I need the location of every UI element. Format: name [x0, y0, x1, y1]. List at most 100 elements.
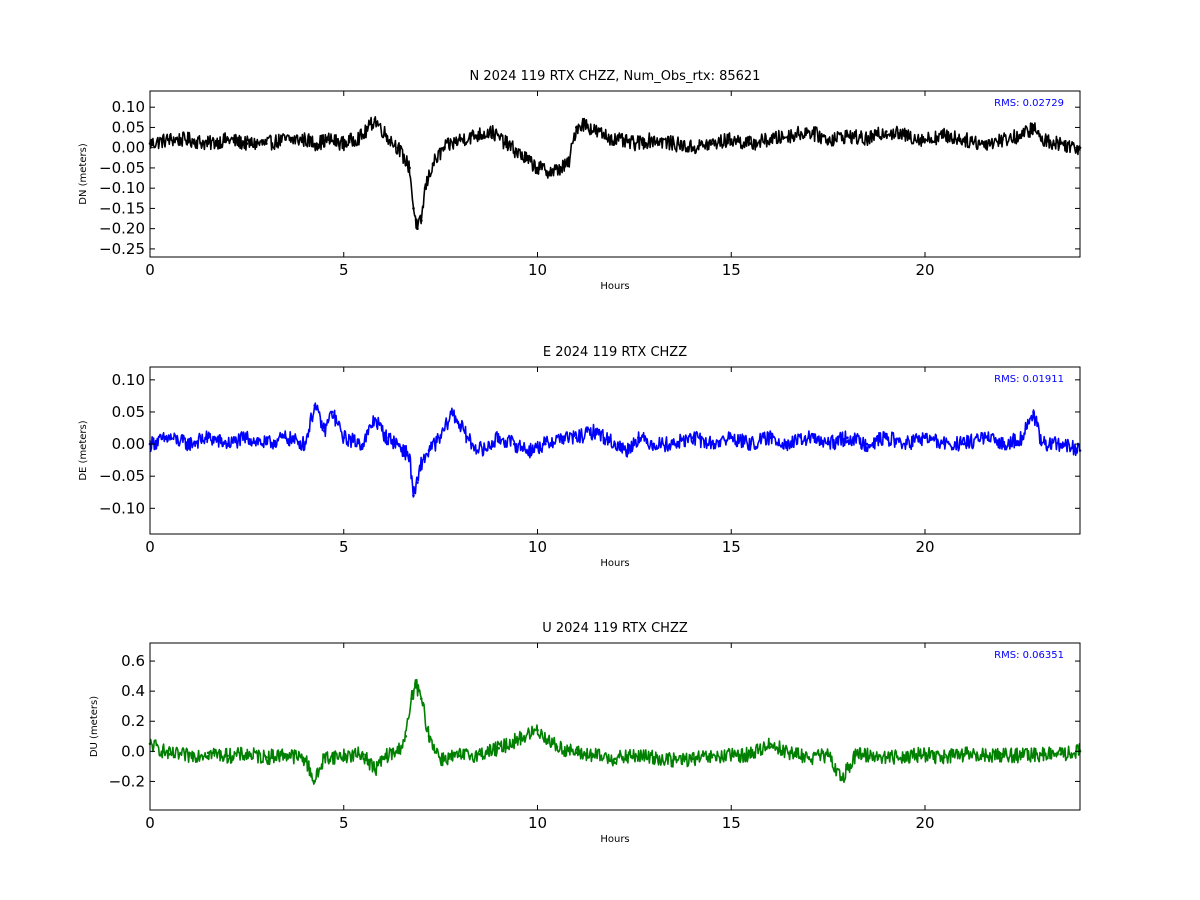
data-point [408, 455, 411, 459]
data-point [904, 442, 907, 446]
data-point [536, 166, 539, 170]
x-tick-label: 20 [915, 538, 934, 556]
data-point [373, 417, 377, 420]
data-point [885, 436, 888, 440]
data-point [427, 735, 431, 738]
data-point [416, 227, 419, 230]
data-point [284, 753, 287, 756]
data-point [313, 780, 317, 783]
data-point [423, 186, 427, 190]
data-point [187, 442, 191, 446]
y-tick-label: −0.20 [99, 220, 145, 238]
data-point [788, 751, 791, 755]
x-tick-label: 15 [722, 261, 741, 279]
data-point [315, 142, 318, 145]
y-tick-label: 0.00 [112, 139, 145, 157]
x-tick-label: 0 [145, 814, 155, 832]
x-tick-label: 20 [915, 814, 934, 832]
data-point [412, 494, 415, 497]
data-point [885, 756, 888, 759]
data-point [652, 756, 656, 759]
data-point [206, 751, 210, 755]
data-point [768, 742, 772, 746]
data-point [555, 745, 559, 749]
data-point [385, 436, 388, 440]
x-tick-label: 5 [339, 814, 349, 832]
y-tick-label: −0.05 [99, 467, 145, 485]
data-point [458, 423, 462, 427]
data-point [404, 735, 408, 738]
data-point [284, 138, 287, 141]
data-point [613, 138, 617, 141]
data-point [981, 436, 985, 440]
data-point [559, 436, 563, 440]
data-point [730, 138, 733, 141]
data-point [633, 754, 636, 758]
data-point [981, 142, 985, 145]
data-point [710, 442, 714, 446]
data-point [691, 757, 694, 761]
data-point [1040, 138, 1043, 141]
data-point [385, 754, 388, 758]
data-point [807, 436, 811, 440]
data-point [652, 442, 656, 446]
data-point [1032, 410, 1035, 414]
data-point [431, 162, 435, 166]
x-tick-label: 0 [145, 261, 155, 279]
y-tick-label: −0.10 [99, 179, 145, 197]
data-point [730, 754, 733, 758]
data-point [594, 130, 597, 133]
data-point [865, 753, 869, 756]
data-point [826, 754, 830, 758]
y-tick-label: 0.10 [112, 371, 145, 389]
data-point [458, 138, 462, 141]
data-point [730, 436, 733, 440]
data-point [342, 142, 346, 145]
data-point [303, 138, 307, 141]
data-point [385, 134, 388, 137]
data-point [962, 138, 966, 141]
data-point [1040, 753, 1043, 756]
data-point [943, 442, 946, 446]
x-tick-label: 5 [339, 261, 349, 279]
data-point [396, 750, 400, 753]
data-point [1059, 442, 1062, 446]
data-point [168, 138, 171, 141]
data-point [482, 449, 485, 452]
data-point [575, 751, 578, 755]
data-point [567, 162, 570, 166]
x-axis-label: Hours [600, 834, 629, 845]
plot-frame [149, 366, 1081, 535]
y-tick-label: 0.2 [121, 712, 145, 730]
x-tick-label: 20 [915, 261, 934, 279]
data-point [575, 126, 578, 129]
data-point [373, 118, 377, 121]
rms-annotation: RMS: 0.01911 [994, 374, 1064, 385]
data-point [361, 753, 365, 756]
data-point [245, 753, 249, 756]
y-tick-label: −0.2 [109, 772, 145, 790]
data-point [342, 754, 346, 758]
data-point [923, 753, 927, 756]
data-point [439, 757, 442, 761]
data-point [652, 138, 656, 141]
x-tick-label: 15 [722, 814, 741, 832]
data-point [416, 481, 419, 484]
data-point [943, 756, 946, 759]
data-point [412, 207, 415, 210]
data-point [206, 436, 210, 440]
data-point [613, 442, 617, 446]
data-point [497, 747, 501, 750]
data-point [516, 738, 520, 741]
data-point [840, 777, 843, 780]
x-axis-label: Hours [600, 281, 629, 292]
data-point [327, 138, 330, 141]
data-point [691, 146, 694, 149]
data-point [443, 146, 446, 149]
x-tick-label: 10 [528, 814, 547, 832]
data-point [245, 142, 249, 145]
data-point [206, 142, 210, 145]
data-point [846, 436, 849, 440]
data-point [505, 142, 508, 145]
data-point [420, 219, 423, 222]
